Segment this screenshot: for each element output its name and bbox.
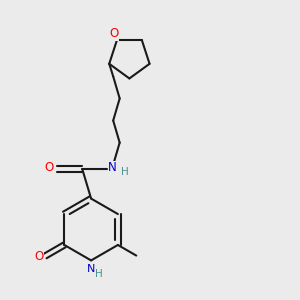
Text: N: N (108, 161, 117, 174)
Text: O: O (44, 161, 54, 174)
Text: H: H (95, 269, 103, 279)
Text: O: O (110, 27, 118, 40)
Text: N: N (87, 264, 95, 274)
Text: H: H (121, 167, 129, 177)
Text: O: O (34, 250, 44, 262)
